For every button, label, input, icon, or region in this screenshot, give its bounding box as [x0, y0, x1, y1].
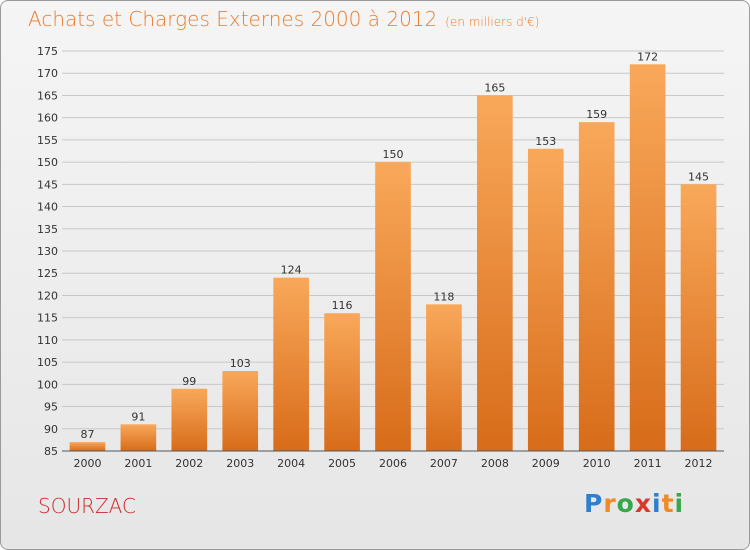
data-label-2005: 116 — [332, 299, 353, 312]
bar-2009 — [527, 148, 564, 451]
chart-title-text: Achats et Charges Externes 2000 à 2012 — [28, 7, 438, 31]
y-tick-label: 105 — [37, 356, 58, 369]
y-tick-label: 130 — [37, 245, 58, 258]
data-label-2011: 172 — [637, 50, 658, 63]
proxiti-logo: Proxiti — [584, 489, 684, 518]
y-tick-label: 175 — [37, 45, 58, 58]
y-tick-label: 160 — [37, 112, 58, 125]
x-tick-label-2009: 2009 — [532, 457, 560, 470]
bar-2005 — [324, 313, 360, 451]
data-label-2008: 165 — [484, 81, 505, 94]
y-tick-label: 145 — [37, 178, 58, 191]
bar-2001 — [120, 424, 157, 451]
bar-2006 — [375, 162, 411, 451]
logo-letter: r — [603, 489, 617, 518]
data-label-2003: 103 — [230, 357, 251, 370]
x-tick-label-2005: 2005 — [328, 457, 356, 470]
logo-letter: i — [652, 489, 662, 518]
y-tick-label: 115 — [37, 312, 58, 325]
data-label-2010: 159 — [586, 108, 607, 121]
chart-subtitle: (en milliers d'€) — [445, 15, 540, 29]
bar-2007 — [426, 304, 462, 451]
x-tick-label-2003: 2003 — [226, 457, 254, 470]
chart-title: Achats et Charges Externes 2000 à 2012 (e… — [28, 7, 539, 31]
x-tick-label-2012: 2012 — [685, 457, 713, 470]
logo-letter: x — [634, 489, 652, 518]
data-labels: 87 91 99 103 124 116 150 118 165 153 159 172 145 — [80, 50, 709, 441]
bar-2008 — [477, 95, 513, 451]
x-tick-label-2002: 2002 — [175, 457, 203, 470]
bar-2002 — [171, 388, 208, 451]
x-tick-label-2000: 2000 — [73, 457, 101, 470]
x-tick-label-2004: 2004 — [277, 457, 305, 470]
bars — [69, 64, 717, 452]
y-tick-label: 140 — [37, 201, 58, 214]
data-label-2006: 150 — [383, 148, 404, 161]
y-tick-label: 170 — [37, 67, 58, 80]
logo-letter: i — [674, 489, 685, 518]
x-tick-label-2011: 2011 — [634, 457, 662, 470]
bar-2012 — [680, 184, 717, 452]
bar-2004 — [273, 277, 309, 451]
y-tick-label: 90 — [44, 423, 58, 436]
x-tick-label-2001: 2001 — [124, 457, 152, 470]
data-label-2009: 153 — [535, 135, 556, 148]
x-tick-label-2010: 2010 — [583, 457, 611, 470]
data-label-2012: 145 — [688, 170, 709, 183]
bar-2011 — [629, 64, 666, 452]
bar-2003 — [222, 371, 259, 451]
logo-letter: P — [584, 489, 604, 518]
y-axis-labels: 85 90 95 100 105 110 115 120 125 130 135 140 145 150 1… — [37, 45, 58, 458]
x-tick-label-2007: 2007 — [430, 457, 458, 470]
y-tick-label: 100 — [37, 378, 58, 391]
x-tick-label-2006: 2006 — [379, 457, 407, 470]
y-tick-label: 110 — [37, 334, 58, 347]
y-tick-label: 85 — [44, 445, 58, 458]
data-label-2001: 91 — [131, 410, 145, 423]
logo-letter: o — [616, 489, 635, 518]
y-tick-label: 95 — [44, 401, 58, 414]
y-tick-label: 155 — [37, 134, 58, 147]
x-tick-label-2008: 2008 — [481, 457, 509, 470]
y-tick-label: 150 — [37, 156, 58, 169]
bar-2010 — [578, 122, 615, 451]
data-label-2004: 124 — [281, 264, 302, 277]
commune-name: SOURZAC — [38, 494, 136, 518]
logo-letter: t — [661, 489, 675, 518]
y-tick-label: 135 — [37, 223, 58, 236]
y-tick-label: 125 — [37, 267, 58, 280]
data-label-2002: 99 — [182, 375, 196, 388]
data-label-2007: 118 — [433, 290, 454, 303]
bar-2000 — [69, 442, 106, 451]
y-tick-label: 165 — [37, 89, 58, 102]
y-tick-label: 120 — [37, 289, 58, 302]
data-label-2000: 87 — [80, 428, 94, 441]
x-axis-labels: 2000 2001 2002 2003 2004 2005 2006 2007 2008 2009… — [73, 457, 712, 470]
